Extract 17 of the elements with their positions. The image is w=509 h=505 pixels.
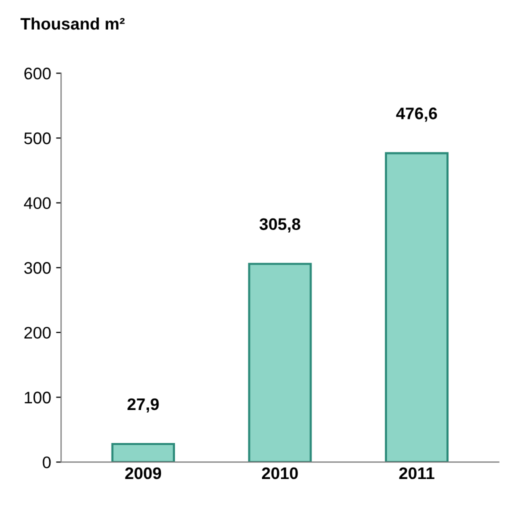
x-tick-label: 2010 [262,467,298,480]
x-tick-label: 2009 [125,467,162,480]
data-label: 305,8 [259,218,300,232]
bar [384,152,449,462]
data-label: 476,6 [396,108,437,122]
y-axis-title: Thousand m² [20,17,125,30]
y-tick-label: 100 [24,392,51,404]
y-tick-label: 0 [42,456,51,468]
y-tick-label: 300 [24,262,51,274]
bar [111,442,175,462]
y-tick-label: 200 [24,326,51,339]
x-tick-label: 2011 [399,467,434,480]
bar [248,262,312,462]
y-tick-label: 600 [24,68,51,80]
data-label: 27,9 [128,398,159,413]
y-tick-label: 500 [24,132,51,144]
y-tick-label: 400 [24,197,51,210]
